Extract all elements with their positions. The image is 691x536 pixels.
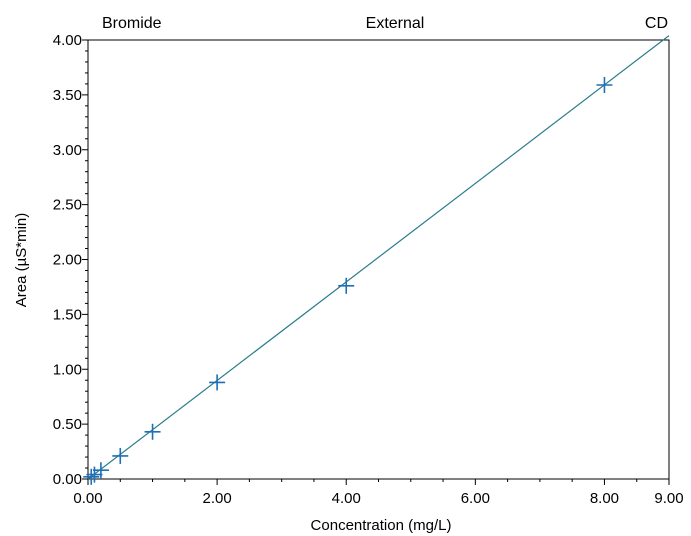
header-analyte: Bromide <box>102 15 162 32</box>
y-tick-label: 0.50 <box>53 416 82 433</box>
y-axis-ticks: 0.00 0.50 1.00 1.50 2.00 2.50 3.00 3.50 4.00 <box>53 32 88 488</box>
x-axis-title: Concentration (mg/L) <box>311 517 452 534</box>
x-tick-label: 9.00 <box>654 490 683 507</box>
data-point <box>144 423 161 440</box>
y-tick-label: 1.50 <box>53 306 82 323</box>
data-point <box>596 76 613 93</box>
x-axis-ticks: 0.00 2.00 4.00 6.00 8.00 9.00 <box>73 479 684 507</box>
calibration-points <box>83 76 613 485</box>
x-tick-label: 0.00 <box>73 490 102 507</box>
data-point <box>209 374 226 391</box>
header-detector: CD <box>645 15 668 32</box>
y-tick-label: 4.00 <box>53 32 82 49</box>
y-tick-label: 2.00 <box>53 252 82 269</box>
data-point <box>338 277 355 294</box>
y-tick-label: 0.00 <box>53 471 82 488</box>
calibration-fit-line <box>87 35 670 480</box>
y-tick-label: 2.50 <box>53 197 82 214</box>
x-tick-label: 8.00 <box>590 490 619 507</box>
x-tick-label: 6.00 <box>461 490 490 507</box>
y-tick-label: 1.00 <box>53 361 82 378</box>
y-tick-label: 3.50 <box>53 87 82 104</box>
x-tick-label: 2.00 <box>203 490 232 507</box>
y-axis-title: Area (µS*min) <box>13 213 30 308</box>
data-point <box>86 466 103 483</box>
y-tick-label: 3.00 <box>53 142 82 159</box>
data-point <box>92 462 109 479</box>
header-calibration-type: External <box>366 15 425 32</box>
data-point <box>83 468 100 485</box>
data-point <box>112 447 129 464</box>
x-tick-label: 4.00 <box>332 490 361 507</box>
